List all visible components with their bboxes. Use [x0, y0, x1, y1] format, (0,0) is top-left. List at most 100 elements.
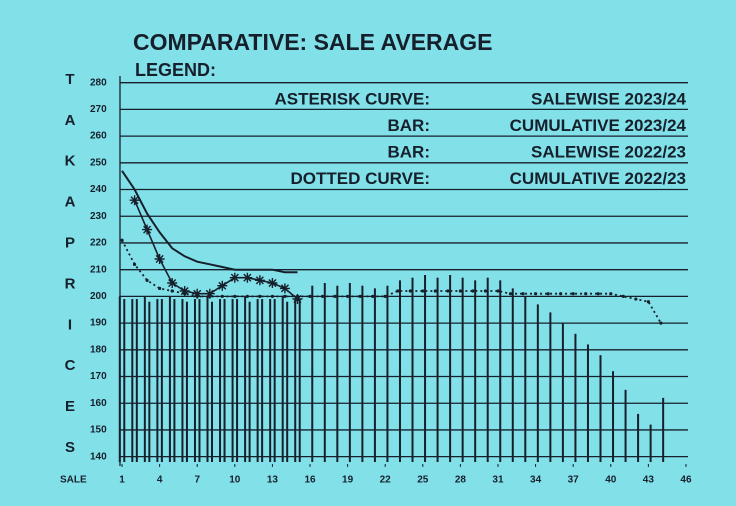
- bar: [336, 285, 339, 462]
- bar: [411, 277, 414, 462]
- dotted-point: [659, 321, 663, 325]
- bar: [244, 296, 247, 462]
- bar: [649, 424, 652, 462]
- y-tick-label: 150: [90, 425, 107, 436]
- x-tick-label: 10: [229, 475, 241, 486]
- bar: [612, 371, 615, 462]
- bar: [536, 304, 539, 462]
- bar: [386, 285, 389, 462]
- bar: [624, 389, 627, 462]
- bar: [574, 333, 577, 462]
- y-tick-label: 180: [90, 344, 107, 355]
- bar: [131, 299, 134, 462]
- y-tick-label: 190: [90, 318, 107, 329]
- dotted-point: [220, 294, 224, 298]
- dotted-point: [320, 294, 325, 298]
- dotted-point: [596, 292, 600, 296]
- x-tick-label: 40: [605, 475, 617, 486]
- x-tick-label: 34: [530, 475, 542, 486]
- dotted-point: [421, 289, 425, 293]
- dotted-point: [371, 294, 375, 298]
- bar: [231, 299, 234, 462]
- asterisk-marker: [217, 280, 228, 291]
- dotted-point: [183, 292, 187, 296]
- asterisk-marker: [279, 283, 290, 294]
- bar: [298, 299, 301, 462]
- y-tick-label: 260: [90, 131, 107, 142]
- y-tick-label: 170: [90, 371, 107, 382]
- dotted-point: [559, 292, 563, 296]
- bar: [511, 288, 514, 462]
- dotted-point: [245, 294, 249, 298]
- legend-label: SALEWISE 2022/23: [531, 142, 686, 161]
- bar: [211, 301, 214, 462]
- dotted-point: [208, 294, 212, 298]
- dotted-point: [408, 289, 412, 293]
- dotted-point: [120, 238, 124, 242]
- bar: [261, 299, 264, 462]
- x-axis-label: SALE: [60, 475, 87, 486]
- bar: [148, 301, 151, 462]
- asterisk-marker: [254, 275, 265, 286]
- x-tick-label: 37: [568, 475, 580, 486]
- dotted-point: [609, 292, 613, 296]
- asterisk-marker: [167, 278, 178, 288]
- dotted-point: [346, 294, 350, 298]
- bar: [311, 285, 314, 462]
- asterisk-marker: [229, 272, 240, 283]
- bar: [269, 299, 272, 462]
- dotted-point: [496, 289, 500, 293]
- bar: [637, 413, 640, 462]
- bar: [118, 296, 121, 462]
- x-tick-label: 19: [342, 475, 354, 486]
- asterisk-marker: [192, 288, 203, 299]
- legend-key: BAR:: [388, 116, 431, 135]
- bar: [281, 296, 284, 462]
- dotted-point: [621, 294, 625, 298]
- dotted-point: [270, 294, 275, 298]
- bar: [181, 299, 184, 462]
- dotted-point: [446, 289, 450, 293]
- bar: [436, 277, 439, 462]
- dotted-point: [233, 294, 237, 298]
- asterisk-marker: [267, 278, 278, 288]
- y-tick-label: 230: [90, 211, 107, 222]
- dotted-point: [634, 297, 638, 301]
- dotted-point: [358, 294, 362, 298]
- dotted-point: [433, 289, 437, 293]
- asterisk-marker: [204, 288, 215, 299]
- legend-key: BAR:: [388, 142, 431, 161]
- x-tick-label: 13: [267, 475, 279, 486]
- y-tick-label: 250: [90, 157, 107, 168]
- x-tick-label: 25: [417, 475, 429, 486]
- y-axis-label-letter: K: [65, 153, 76, 170]
- bar: [599, 355, 602, 462]
- asterisk-marker: [292, 294, 303, 304]
- dotted-point: [396, 289, 400, 293]
- bar: [273, 299, 276, 462]
- dotted-point: [132, 262, 137, 266]
- bar: [549, 312, 552, 462]
- bar: [286, 301, 289, 462]
- bar: [424, 275, 427, 462]
- bar: [219, 299, 222, 462]
- bar: [206, 296, 209, 462]
- bar: [143, 296, 146, 462]
- bar: [398, 280, 401, 462]
- y-tick-label: 210: [90, 264, 107, 275]
- bar: [461, 277, 464, 462]
- asterisk-marker: [242, 272, 253, 283]
- bar: [185, 301, 188, 462]
- bar: [486, 277, 489, 462]
- asterisk-marker: [129, 195, 140, 206]
- dotted-point: [458, 289, 462, 293]
- y-axis-label-letter: A: [65, 194, 76, 211]
- y-axis-label-letter: S: [65, 439, 75, 456]
- y-axis-label-letter: R: [65, 275, 76, 292]
- bar: [323, 283, 326, 462]
- dotted-point: [258, 294, 262, 298]
- dotted-point: [521, 292, 525, 296]
- y-tick-label: 160: [90, 398, 107, 409]
- y-axis-label-letter: E: [65, 398, 75, 415]
